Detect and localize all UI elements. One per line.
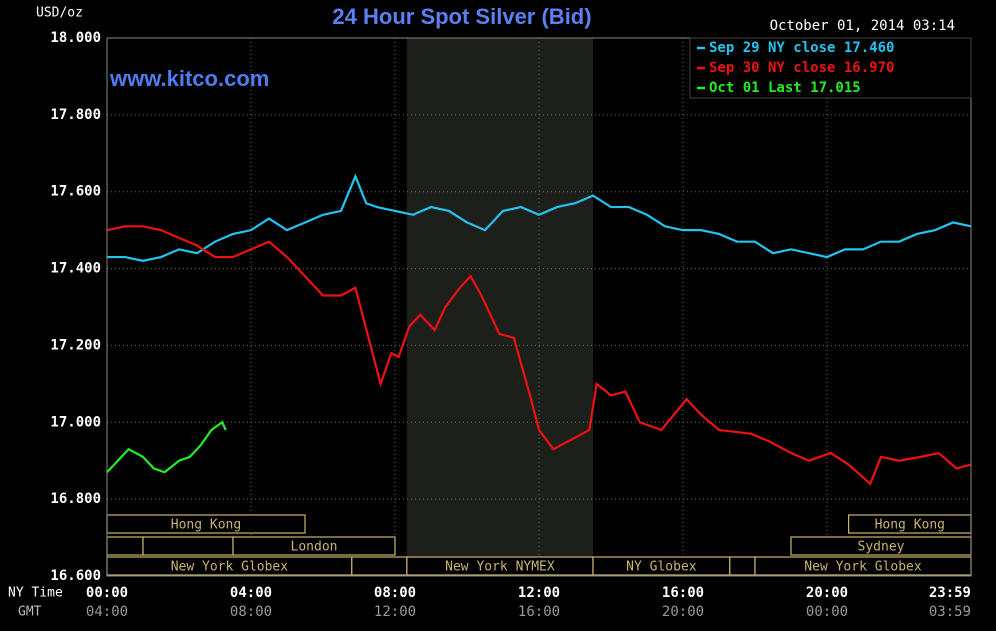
chart-title: 24 Hour Spot Silver (Bid) <box>332 4 591 29</box>
x-tick-label-gmt: 00:00 <box>806 604 848 620</box>
session-label: New York Globex <box>171 560 289 575</box>
session-label: New York Globex <box>804 560 922 575</box>
x-tick-label: 12:00 <box>518 585 560 601</box>
x-tick-label: 04:00 <box>230 585 272 601</box>
x-tick-label: 00:00 <box>86 585 128 601</box>
session-label: London <box>291 540 338 555</box>
x-tick-label: 08:00 <box>374 585 416 601</box>
x-tick-label: 16:00 <box>662 585 704 601</box>
y-tick-label: 16.600 <box>50 568 101 584</box>
x-tick-label-gmt: 20:00 <box>662 604 704 620</box>
y-tick-label: 17.200 <box>50 337 101 353</box>
session-label: New York NYMEX <box>445 560 555 575</box>
foreground: 16.600 16.800 17.000 17.200 17.400 17.600 17.8… <box>50 30 972 620</box>
session-box <box>232 536 396 556</box>
y-tick-label: 18.000 <box>50 30 101 46</box>
x-tick-label: 23:59 <box>929 585 971 601</box>
session-label: NY Globex <box>626 560 697 575</box>
x-axis-label-gmt: GMT <box>18 605 42 620</box>
y-tick-label: 16.800 <box>50 491 101 507</box>
x-tick-label-gmt: 16:00 <box>518 604 560 620</box>
session-label: Hong Kong <box>171 518 241 533</box>
y-tick-label: 17.400 <box>50 261 101 277</box>
x-tick-label-gmt: 08:00 <box>230 604 272 620</box>
y-tick-label: 17.600 <box>50 184 101 200</box>
x-tick-label: 20:00 <box>806 585 848 601</box>
legend-entry: Sep 30 NY close 16.970 <box>709 60 894 76</box>
legend-box <box>689 37 972 99</box>
series-line <box>106 225 972 486</box>
plot-background <box>406 38 593 576</box>
series-line <box>107 173 972 263</box>
session-box <box>106 536 144 556</box>
session-box <box>729 556 756 576</box>
y-tick-label: 17.000 <box>50 414 101 430</box>
watermark: www.kitco.com <box>109 66 269 91</box>
session-box <box>351 556 408 576</box>
highlight-band <box>406 38 593 576</box>
session-box <box>142 536 234 556</box>
lines <box>106 173 972 486</box>
x-tick-label-gmt: 12:00 <box>374 604 416 620</box>
plot-frame <box>106 37 972 577</box>
x-tick-label-gmt: 03:59 <box>929 604 971 620</box>
legend-entry: Oct 01 Last 17.015 <box>709 80 861 96</box>
legend-entry: Sep 29 NY close 17.460 <box>709 40 894 56</box>
x-tick-label-gmt: 04:00 <box>86 604 128 620</box>
session-label: Hong Kong <box>875 518 945 533</box>
series-line <box>106 420 227 474</box>
y-axis-label: USD/oz <box>36 6 83 21</box>
date: October 01, 2014 03:14 <box>770 18 955 34</box>
y-tick-label: 17.800 <box>50 107 101 123</box>
session-label: Sydney <box>858 540 905 555</box>
sessions: Hong Kong Hong Kong London Sydney New York G… <box>106 514 972 576</box>
x-axis-label: NY Time <box>8 586 63 601</box>
